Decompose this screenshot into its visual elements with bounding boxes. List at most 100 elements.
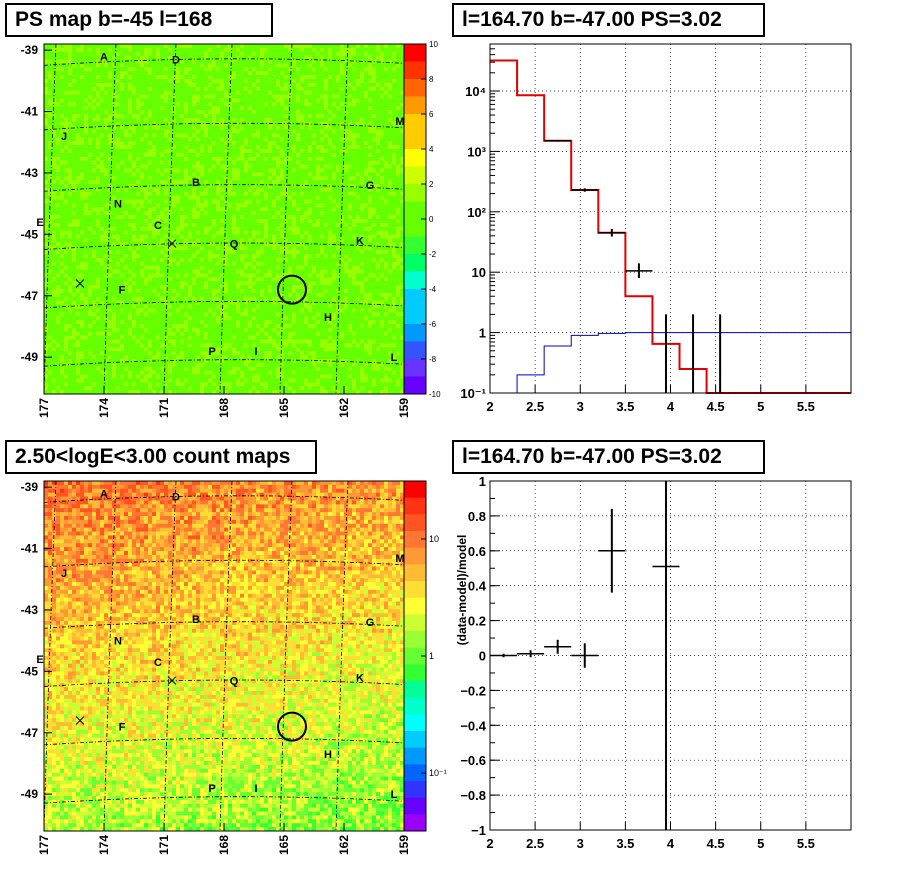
heatmap-cell: [84, 160, 89, 165]
heatmap-cell: [48, 343, 53, 348]
heatmap-cell: [44, 222, 49, 228]
heatmap-cell: [112, 312, 117, 317]
heatmap-cell: [140, 145, 145, 150]
heatmap-cell: [52, 296, 57, 302]
heatmap-cell: [68, 362, 73, 368]
heatmap-cell: [176, 152, 181, 158]
heatmap-cell: [112, 82, 117, 88]
heatmap-cell: [72, 359, 77, 364]
heatmap-cell: [124, 351, 129, 356]
heatmap-cell: [56, 199, 61, 204]
heatmap-cell: [112, 141, 117, 146]
heatmap-cell: [176, 382, 181, 387]
heatmap-cell: [88, 300, 93, 305]
heatmap-cell: [176, 254, 181, 259]
heatmap-cell: [60, 145, 65, 150]
heatmap-cell: [152, 265, 157, 270]
heatmap-cell: [124, 300, 129, 305]
heatmap-cell: [88, 269, 93, 274]
heatmap-cell: [164, 386, 169, 391]
heatmap-cell: [128, 219, 133, 224]
heatmap-cell: [104, 378, 109, 383]
heatmap-cell: [140, 195, 145, 200]
heatmap-cell: [156, 261, 161, 267]
heatmap-cell: [48, 63, 53, 68]
heatmap-cell: [124, 86, 129, 92]
heatmap-cell: [52, 339, 57, 344]
heatmap-cell: [80, 90, 85, 95]
heatmap-cell: [96, 351, 101, 356]
heatmap-cell: [116, 378, 121, 383]
heatmap-cell: [156, 44, 161, 49]
heatmap-cell: [52, 129, 57, 134]
heatmap-cell: [156, 257, 161, 263]
heatmap-cell: [88, 327, 93, 333]
heatmap-cell: [160, 44, 165, 49]
heatmap-cell: [56, 187, 61, 193]
heatmap-cell: [152, 156, 157, 162]
heatmap-cell: [84, 172, 89, 177]
heatmap-cell: [52, 378, 57, 383]
heatmap-cell: [52, 374, 57, 379]
heatmap-cell: [88, 211, 93, 216]
heatmap-cell: [56, 195, 61, 200]
heatmap-cell: [168, 292, 173, 298]
heatmap-cell: [60, 121, 65, 127]
heatmap-cell: [172, 125, 177, 130]
heatmap-cell: [180, 320, 185, 325]
heatmap-cell: [172, 168, 177, 173]
heatmap-cell: [104, 203, 109, 208]
heatmap-cell: [88, 362, 93, 368]
heatmap-cell: [44, 238, 49, 243]
heatmap-cell: [156, 355, 161, 360]
heatmap-cell: [92, 82, 97, 88]
heatmap-cell: [164, 331, 169, 337]
heatmap-cell: [100, 98, 105, 103]
heatmap-cell: [144, 257, 149, 263]
heatmap-cell: [60, 59, 65, 64]
heatmap-cell: [156, 386, 161, 391]
heatmap-cell: [152, 141, 157, 146]
heatmap-cell: [176, 347, 181, 352]
heatmap-cell: [68, 324, 73, 329]
heatmap-cell: [88, 187, 93, 193]
heatmap-cell: [80, 308, 85, 313]
heatmap-cell: [136, 234, 141, 239]
heatmap-cell: [148, 125, 153, 130]
heatmap-cell: [96, 90, 101, 95]
heatmap-cell: [84, 137, 89, 142]
heatmap-cell: [184, 114, 189, 119]
heatmap-cell: [116, 164, 121, 169]
heatmap-cell: [64, 145, 69, 150]
heatmap-cell: [152, 63, 157, 68]
heatmap-cell: [180, 141, 185, 146]
heatmap-cell: [92, 121, 97, 127]
heatmap-cell: [56, 67, 61, 72]
heatmap-cell: [172, 47, 177, 53]
heatmap-cell: [144, 254, 149, 259]
heatmap-cell: [164, 257, 169, 263]
heatmap-cell: [80, 226, 85, 232]
heatmap-cell: [84, 110, 89, 115]
heatmap-cell: [112, 230, 117, 235]
heatmap-cell: [68, 257, 73, 263]
heatmap-cell: [160, 176, 165, 181]
heatmap-cell: [92, 343, 97, 348]
heatmap-cell: [100, 343, 105, 348]
heatmap-cell: [84, 312, 89, 317]
heatmap-cell: [60, 265, 65, 270]
heatmap-cell: [132, 269, 137, 274]
heatmap-cell: [96, 281, 101, 286]
heatmap-cell: [100, 378, 105, 383]
heatmap-cell: [164, 102, 169, 107]
heatmap-cell: [60, 343, 65, 348]
heatmap-cell: [72, 327, 77, 333]
heatmap-cell: [80, 324, 85, 329]
heatmap-cell: [136, 331, 141, 337]
heatmap-cell: [116, 215, 121, 220]
heatmap-cell: [104, 351, 109, 356]
heatmap-cell: [112, 327, 117, 333]
heatmap-cell: [124, 145, 129, 150]
heatmap-cell: [156, 90, 161, 95]
heatmap-cell: [152, 327, 157, 333]
